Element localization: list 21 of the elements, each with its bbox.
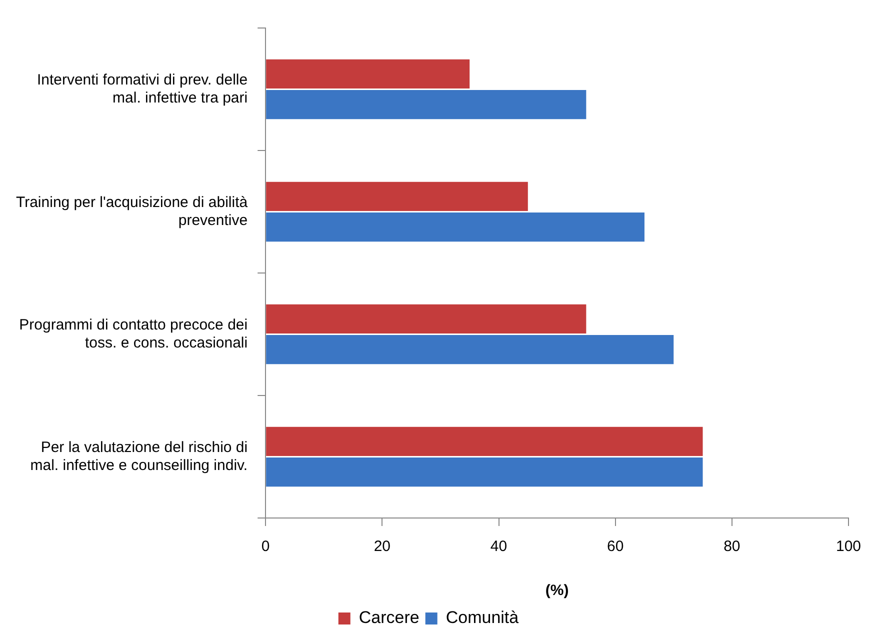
bar (266, 59, 470, 88)
x-tick-label: 100 (836, 538, 861, 556)
x-tick-label: 0 (261, 538, 270, 556)
x-tick-label: 20 (374, 538, 391, 556)
legend-label: Comunità (446, 608, 520, 628)
y-tick-label: Interventi formativi di prev. delle mal. infettive tra pari (36, 71, 248, 106)
bar (266, 458, 703, 487)
x-tick-label: 80 (724, 538, 740, 556)
bar (266, 426, 703, 456)
bar (266, 90, 586, 120)
x-axis-title: (%) (545, 582, 569, 600)
x-tick-label: 60 (606, 538, 624, 556)
y-tick-label: Programmi di contatto precoce dei toss. e cons. occasionali (19, 316, 248, 352)
bar (266, 304, 586, 334)
legend-label: Carcere (358, 608, 420, 628)
bar (266, 212, 644, 242)
x-tick-label: 40 (490, 538, 508, 556)
y-tick-label: Per la valutazione del rischio di mal. infettive e counseilling indiv. (30, 438, 248, 474)
bar (266, 335, 674, 364)
y-tick-label: Training per l'acquisizione di abilità preventive (16, 194, 248, 229)
bar (266, 182, 528, 211)
